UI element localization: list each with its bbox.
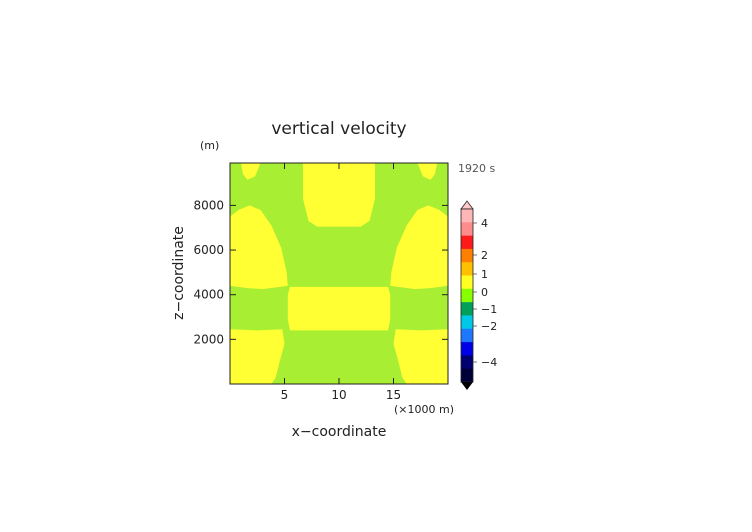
region-left-lobe bbox=[230, 205, 288, 290]
y-tick-label: 8000 bbox=[193, 198, 224, 212]
colorbar-label: 1 bbox=[481, 268, 488, 281]
colorbar-arrow-top bbox=[460, 200, 474, 210]
colorbar-label: 4 bbox=[481, 217, 488, 230]
colorbar-swatch bbox=[461, 328, 473, 343]
x-tick-label: 5 bbox=[281, 388, 289, 402]
region-right-lobe bbox=[390, 205, 448, 290]
axis-ticks: 5 10 15 2000 4000 6000 8000 bbox=[193, 163, 448, 402]
y-tick-label: 2000 bbox=[193, 332, 224, 346]
chart-title: vertical velocity bbox=[271, 119, 406, 139]
colorbar-swatch bbox=[461, 222, 473, 236]
x-axis-label: x−coordinate bbox=[292, 424, 387, 440]
colorbar-swatch bbox=[461, 262, 473, 276]
y-tick-label: 6000 bbox=[193, 243, 224, 257]
time-label: 1920 s bbox=[458, 162, 495, 175]
colorbar-swatch bbox=[461, 368, 473, 383]
colorbar-swatch bbox=[461, 235, 473, 250]
colorbar: 4 2 1 0 −1 −2 −4 bbox=[460, 200, 497, 390]
plot-area: 5 10 15 2000 4000 6000 8000 bbox=[193, 162, 449, 402]
colorbar-swatch bbox=[461, 248, 473, 263]
colorbar-label: 0 bbox=[481, 286, 488, 299]
colorbar-label: 2 bbox=[481, 249, 488, 262]
colorbar-swatch bbox=[461, 302, 473, 316]
region-top-right-blob bbox=[417, 163, 438, 180]
colorbar-label: −1 bbox=[481, 303, 497, 316]
colorbar-swatch bbox=[461, 275, 473, 290]
region-top-left-blob bbox=[240, 163, 261, 180]
x-unit-label: (×1000 m) bbox=[394, 403, 454, 416]
region-left-bottom bbox=[230, 329, 285, 384]
region-center-band bbox=[287, 286, 391, 331]
x-tick-label: 10 bbox=[331, 388, 346, 402]
y-axis-label: z−coordinate bbox=[171, 226, 187, 320]
colorbar-swatch bbox=[461, 315, 473, 330]
y-tick-label: 4000 bbox=[193, 288, 224, 302]
colorbar-label: −4 bbox=[481, 356, 497, 369]
contour-regions bbox=[230, 163, 448, 384]
y-unit-label: (m) bbox=[200, 139, 219, 152]
colorbar-swatch bbox=[461, 355, 473, 369]
colorbar-swatch bbox=[461, 342, 473, 356]
colorbar-swatch bbox=[461, 209, 473, 223]
colorbar-label: −2 bbox=[481, 320, 497, 333]
region-upper-center bbox=[303, 163, 375, 227]
region-right-bottom bbox=[393, 329, 448, 384]
colorbar-swatch bbox=[461, 288, 473, 303]
colorbar-arrow-bottom bbox=[461, 382, 473, 390]
x-tick-label: 15 bbox=[386, 388, 401, 402]
